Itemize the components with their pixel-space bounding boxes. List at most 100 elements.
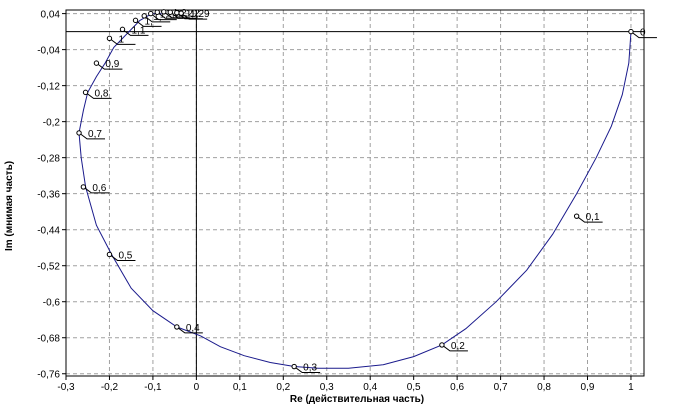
y-tick-label: -0,36	[37, 190, 60, 201]
point-label: 0,6	[92, 183, 106, 194]
point-label: 0,2	[451, 341, 465, 352]
point-leader-line	[96, 62, 123, 70]
point-marker	[148, 10, 154, 17]
y-tick-label: -0,6	[43, 298, 61, 309]
point-marker	[132, 17, 139, 24]
point-leader-line	[150, 13, 177, 21]
zero-axes	[66, 10, 644, 376]
point-leader-line	[441, 344, 468, 352]
point-marker	[161, 9, 167, 15]
point-label: 1	[118, 34, 124, 45]
point-leader-line	[180, 12, 208, 20]
x-tick-label: 0,8	[537, 382, 551, 393]
y-tick-label: -0,04	[37, 46, 60, 57]
labeled-point: 0,9	[93, 59, 123, 70]
point-label: 0,1	[586, 212, 600, 223]
labeled-point: 0,5	[106, 250, 136, 261]
point-leader-line	[83, 186, 110, 194]
point-label: 1,	[153, 12, 161, 23]
point-label: 0,8	[95, 88, 109, 99]
labeled-point: 0,3	[291, 363, 321, 374]
x-tick-label: 1	[628, 382, 634, 393]
y-tick-label: -0,28	[37, 154, 60, 165]
point-label: 0,3	[303, 363, 317, 374]
labeled-point: 0,4	[174, 323, 203, 334]
point-leader-line	[176, 326, 203, 334]
point-marker	[93, 60, 100, 66]
labeled-point: 0,2	[439, 341, 468, 352]
plot-border	[65, 9, 645, 377]
point-marker	[628, 28, 634, 35]
point-label: 0,9	[105, 59, 119, 70]
point-leader-line	[576, 215, 603, 223]
labeled-point: 0,1	[573, 212, 603, 223]
point-label: 1,2	[179, 8, 193, 19]
x-tick-label: 0,2	[276, 382, 290, 393]
x-tick-label: 0,1	[233, 382, 247, 393]
labeled-point: 1,29	[178, 9, 210, 20]
point-marker	[154, 9, 160, 15]
point-label: 1,2	[166, 8, 180, 19]
labeled-point: 0	[628, 28, 657, 39]
point-leader-line	[630, 31, 657, 39]
y-tick-label: -0,12	[37, 82, 60, 93]
point-label: 0	[640, 28, 646, 39]
y-tick-labels: 0,04 -0,04 -0,12 -0,2 -0,28 -0,36 -0,44 -0,52 -0…	[37, 10, 60, 381]
y-axis-title: Im (мнимая часть)	[4, 161, 15, 251]
x-tick-label: -0,3	[57, 382, 75, 393]
y-tick-label: -0,68	[37, 334, 60, 345]
point-leader-line	[85, 91, 112, 99]
x-tick-label: 0,6	[450, 382, 464, 393]
x-tick-label: -0,1	[144, 382, 162, 393]
point-marker	[106, 35, 113, 42]
point-leader-line	[135, 19, 162, 27]
point-marker	[291, 363, 297, 370]
point-label: 1,	[160, 10, 168, 21]
point-marker	[174, 324, 180, 330]
point-marker	[106, 251, 113, 258]
plot-frame	[62, 9, 645, 380]
point-leader-line	[78, 132, 106, 140]
labeled-point: 0,8	[82, 88, 112, 99]
x-axis-title: Re (действительная часть)	[290, 394, 424, 405]
y-tick-label: -0,44	[37, 226, 60, 237]
labeled-point: 1	[106, 34, 136, 45]
y-tick-label: -0,76	[37, 370, 60, 381]
point-marker	[178, 10, 184, 16]
point-marker	[439, 342, 445, 348]
nyquist-curve	[78, 12, 632, 369]
point-label: 0,7	[88, 129, 102, 140]
x-tick-label: 0	[194, 382, 200, 393]
point-label: 1,2	[186, 9, 200, 20]
labeled-point: 1,	[132, 16, 162, 27]
y-tick-label: -0,2	[43, 118, 61, 129]
grid	[65, 10, 644, 376]
labeled-point: 1,1	[119, 25, 149, 36]
point-marker	[141, 13, 147, 19]
x-tick-label: 0,7	[494, 382, 508, 393]
x-tick-labels: -0,3 -0,2 -0,1 0 0,1 0,2 0,3 0,4 0,5 0,6 0,7 0,8 0,9…	[57, 382, 634, 393]
x-tick-label: 0,3	[320, 382, 334, 393]
point-leader-line	[109, 37, 136, 45]
point-marker	[573, 213, 580, 219]
point-marker	[167, 9, 174, 15]
point-label: 0,5	[118, 250, 132, 261]
point-label: 0,4	[186, 323, 200, 334]
point-leader-line	[122, 28, 149, 36]
point-label: 1,29	[190, 9, 210, 20]
point-label: 1,	[145, 16, 153, 27]
x-tick-label: -0,2	[101, 382, 119, 393]
point-label: 1,1	[131, 25, 145, 36]
point-marker	[76, 130, 82, 136]
x-tick-label: 0,9	[581, 382, 595, 393]
y-tick-label: -0,52	[37, 262, 60, 273]
point-marker	[174, 10, 180, 16]
y-tick-label: 0,04	[41, 10, 61, 21]
point-leader-line	[293, 366, 321, 374]
curve-layer	[78, 12, 632, 369]
point-leader-line	[143, 15, 171, 23]
point-leader-line	[109, 254, 136, 261]
labeled-points: 00,10,20,30,40,50,60,70,80,911,11, 1,1,1,…	[76, 8, 657, 374]
